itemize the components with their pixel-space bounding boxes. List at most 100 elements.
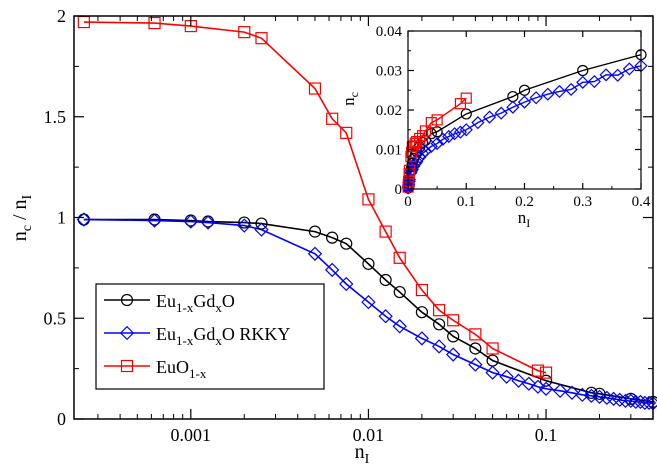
legend-swatch-marker-2 bbox=[120, 359, 134, 373]
main-point-0-8 bbox=[340, 237, 353, 250]
main-point-0-17 bbox=[539, 374, 553, 387]
main-y-label-mid: / n bbox=[9, 199, 31, 225]
legend-0-a: Eu bbox=[156, 291, 176, 311]
main-y-tick-label-1: 0.5 bbox=[44, 308, 67, 328]
inset-point-1-34 bbox=[611, 68, 625, 82]
main-point-0-4 bbox=[238, 216, 251, 229]
main-x-label-main: n bbox=[355, 441, 365, 463]
legend-box bbox=[95, 283, 325, 390]
inset-x-label-main: n bbox=[518, 208, 527, 227]
main-point-1-16 bbox=[485, 365, 500, 380]
inset-y-label-main: n bbox=[339, 97, 358, 106]
main-point-1-17 bbox=[499, 369, 514, 384]
main-point-2-9 bbox=[379, 225, 392, 238]
main-point-1-22 bbox=[552, 383, 568, 398]
legend-entry-0: Eu1-xGdxO bbox=[156, 291, 235, 315]
main-x-tick-label-2: 0.1 bbox=[535, 425, 558, 445]
inset-point-0-15 bbox=[425, 128, 437, 140]
legend-0-a-sub: 1-x bbox=[176, 300, 194, 315]
inset-point-1-19 bbox=[448, 127, 462, 141]
main-point-1-13 bbox=[431, 339, 447, 354]
inset-y-label-sub: c bbox=[347, 92, 361, 97]
main-point-0-14 bbox=[447, 330, 460, 343]
inset-point-1-24 bbox=[494, 106, 508, 120]
main-point-1-28 bbox=[606, 391, 621, 407]
legend-swatch-marker-1 bbox=[119, 325, 135, 341]
main-x-tick-label-0: 0.001 bbox=[171, 425, 212, 445]
main-y-label-sub2: I bbox=[20, 194, 35, 199]
legend-2-a-sub: 1-x bbox=[189, 366, 207, 381]
inset-point-2-13 bbox=[419, 125, 432, 137]
main-point-2-3 bbox=[238, 26, 251, 39]
main-y-tick-label-0: 0 bbox=[57, 409, 66, 429]
main-point-1-29 bbox=[612, 392, 627, 408]
legend-0-c: O bbox=[222, 291, 235, 311]
main-point-2-5 bbox=[308, 82, 322, 95]
main-point-2-8 bbox=[362, 193, 375, 206]
inset-y-tick-label-3: 0.03 bbox=[376, 64, 402, 80]
main-point-1-24 bbox=[575, 387, 590, 402]
inset-x-tick-label-3: 0.3 bbox=[573, 194, 592, 210]
inset-point-1-31 bbox=[576, 75, 590, 89]
inset-y-tick-label-1: 0.01 bbox=[376, 143, 402, 159]
main-point-1-12 bbox=[414, 331, 430, 346]
main-point-0-13 bbox=[433, 318, 446, 331]
main-y-label-main: n bbox=[9, 231, 31, 241]
main-series-line-0 bbox=[83, 218, 654, 403]
inset-point-1-32 bbox=[587, 74, 601, 89]
inset-point-1-28 bbox=[541, 87, 555, 101]
main-point-1-32 bbox=[628, 394, 643, 410]
main-point-0-12 bbox=[415, 306, 429, 319]
inset-point-1-18 bbox=[442, 129, 456, 144]
legend-entry-2: EuO1-x bbox=[156, 357, 207, 381]
inset-point-1-20 bbox=[453, 125, 468, 139]
inset-point-1-23 bbox=[482, 110, 497, 124]
main-point-0-10 bbox=[379, 273, 392, 287]
inset-y-tick-label-0: 0 bbox=[395, 182, 403, 198]
main-y-tick-label-2: 1 bbox=[57, 208, 66, 228]
main-point-1-4 bbox=[237, 218, 252, 233]
main-point-0-5 bbox=[255, 217, 268, 230]
main-point-1-10 bbox=[378, 309, 393, 324]
inset-point-1-16 bbox=[430, 136, 444, 151]
inset-point-1-14 bbox=[418, 144, 433, 158]
main-point-2-12 bbox=[433, 304, 446, 317]
main-y-axis-label: nc / nI bbox=[9, 194, 35, 241]
main-point-2-1 bbox=[148, 16, 161, 30]
inset-x-axis-label: nI bbox=[518, 208, 531, 230]
main-point-2-4 bbox=[255, 32, 268, 45]
main-y-label-sub: c bbox=[20, 225, 35, 231]
main-point-1-9 bbox=[361, 294, 376, 310]
inset-x-tick-label-2: 0.2 bbox=[515, 194, 534, 210]
inset-point-1-11 bbox=[410, 155, 424, 169]
main-point-1-15 bbox=[468, 357, 483, 372]
inset-point-0-17 bbox=[460, 108, 472, 120]
legend-1-a-sub: 1-x bbox=[176, 333, 194, 348]
inset-point-0-16 bbox=[431, 126, 443, 138]
inset-point-1-21 bbox=[459, 123, 473, 137]
main-series-line-2 bbox=[83, 21, 547, 374]
main-x-axis-label: nI bbox=[355, 441, 370, 466]
inset-point-1-15 bbox=[424, 139, 438, 153]
main-point-1-3 bbox=[200, 215, 216, 230]
main-point-2-7 bbox=[340, 126, 353, 139]
main-point-2-17 bbox=[539, 366, 553, 379]
main-point-1-8 bbox=[339, 276, 354, 292]
main-point-0-15 bbox=[469, 342, 482, 355]
main-point-0-9 bbox=[362, 257, 375, 270]
main-point-1-18 bbox=[511, 373, 526, 388]
main-point-1-14 bbox=[446, 347, 461, 362]
inset-point-2-15 bbox=[431, 114, 443, 126]
main-point-1-30 bbox=[618, 393, 633, 409]
inset-point-2-8 bbox=[408, 140, 420, 152]
inset-point-1-30 bbox=[564, 82, 578, 97]
main-point-2-15 bbox=[486, 342, 499, 355]
inset-point-1-35 bbox=[622, 62, 636, 76]
inset-x-tick-label-0: 0 bbox=[404, 194, 412, 210]
legend-swatch-marker-0 bbox=[120, 293, 134, 307]
main-point-1-19 bbox=[521, 376, 537, 391]
inset-background bbox=[408, 31, 641, 189]
legend-2-a: EuO bbox=[156, 357, 189, 377]
main-point-1-6 bbox=[307, 246, 323, 261]
